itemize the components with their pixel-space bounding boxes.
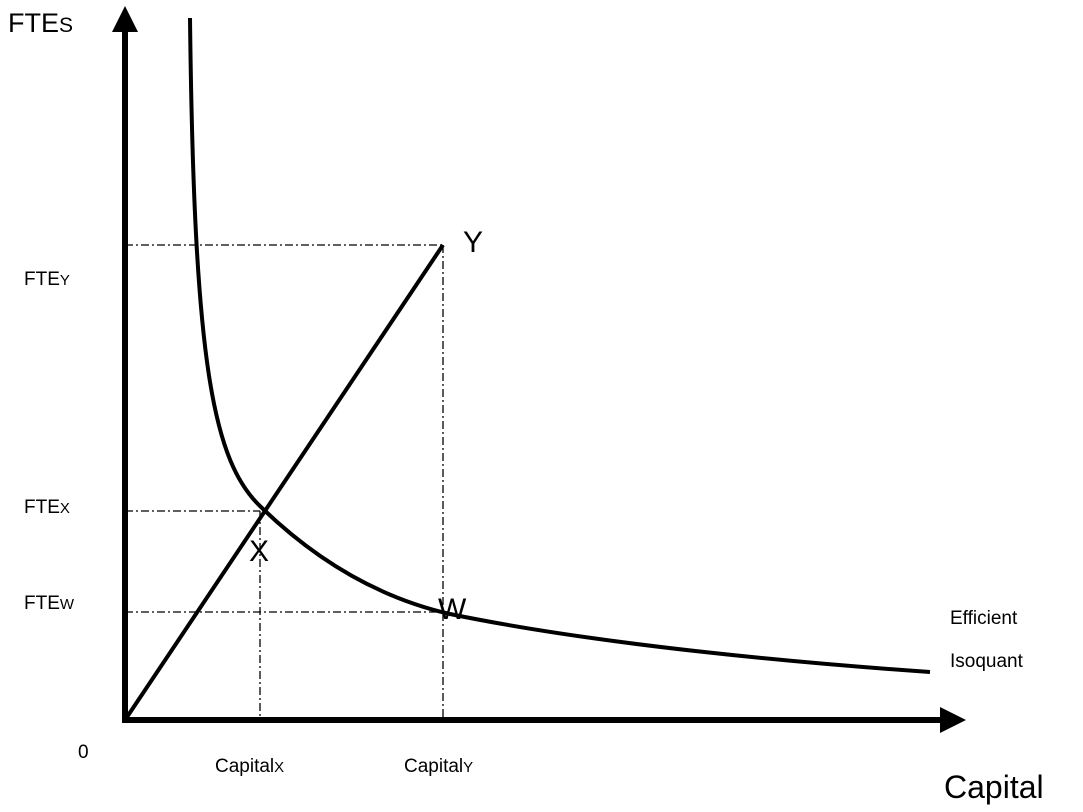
x-arrow	[940, 707, 966, 733]
y-tick-label: FTEW	[24, 593, 75, 614]
y-axis-label: FTES	[8, 8, 73, 38]
curve-label: Isoquant	[950, 651, 1024, 672]
isoquant	[188, 17, 931, 674]
x-tick-label: CapitalY	[404, 756, 473, 777]
x-axis-label: Capital	[944, 769, 1044, 805]
curve-label: Efficient	[950, 608, 1018, 629]
y-tick-label: FTEY	[24, 269, 70, 290]
ray	[123, 243, 445, 722]
y-tick-label: FTEX	[24, 497, 70, 518]
x-tick-label: CapitalX	[215, 756, 284, 777]
point-label: Y	[463, 226, 483, 259]
y-arrow	[112, 6, 138, 32]
point-label: X	[249, 535, 269, 568]
point-label: W	[438, 593, 467, 626]
origin-label: 0	[78, 742, 89, 763]
